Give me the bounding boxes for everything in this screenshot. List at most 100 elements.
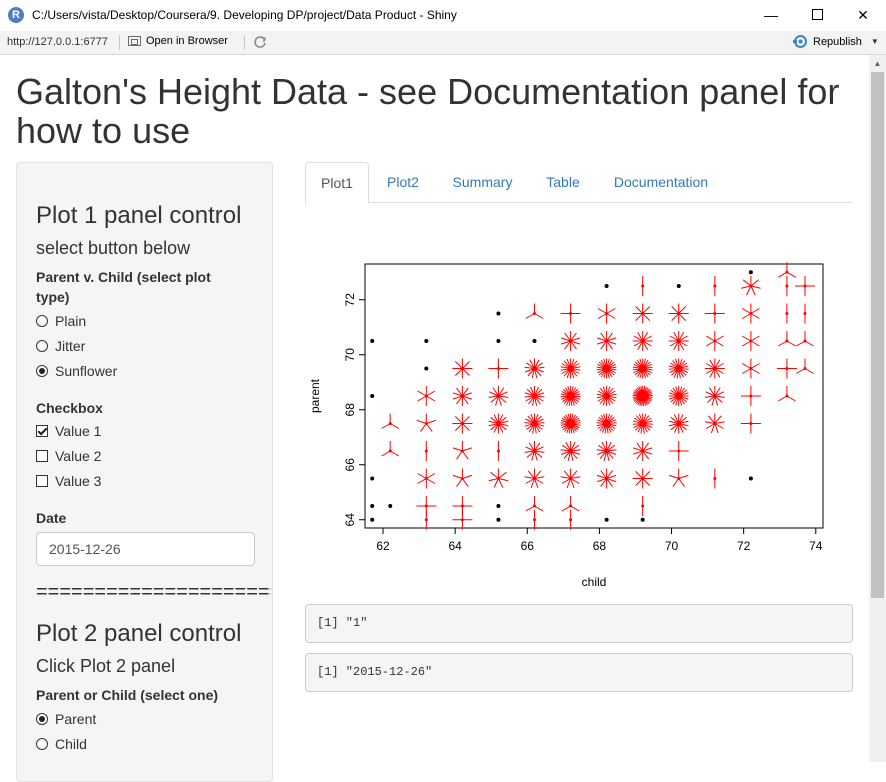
radio-jitter[interactable]: Jitter bbox=[36, 338, 85, 354]
sunflower-center bbox=[641, 477, 645, 480]
sunflower-center bbox=[424, 394, 428, 398]
y-tick-label: 66 bbox=[343, 458, 357, 472]
scrollbar-thumb[interactable] bbox=[871, 72, 884, 598]
sunflower-petals bbox=[488, 468, 509, 488]
open-in-browser-button[interactable]: Open in Browser bbox=[128, 35, 228, 47]
parent-child-label: Parent or Child (select one) bbox=[36, 687, 219, 703]
sunflower-center bbox=[785, 367, 789, 370]
sunflower-point bbox=[560, 468, 581, 489]
vertical-scrollbar[interactable]: ▲ bbox=[869, 55, 886, 762]
scroll-up-arrow-icon[interactable]: ▲ bbox=[873, 59, 882, 68]
sunflower-petals bbox=[668, 331, 689, 351]
checkbox-value-1[interactable]: Value 1 bbox=[36, 423, 101, 439]
sidebar-panel: Plot 1 panel control select button below… bbox=[16, 162, 273, 782]
maximize-button[interactable] bbox=[794, 0, 840, 31]
sunflower-petals bbox=[704, 413, 725, 434]
sunflower-point bbox=[740, 386, 761, 406]
minimize-button[interactable]: — bbox=[764, 7, 778, 23]
checkbox-box[interactable] bbox=[36, 475, 48, 487]
sunflower-point bbox=[632, 358, 653, 379]
radio-plain[interactable]: Plain bbox=[36, 313, 86, 329]
sunflower-center bbox=[532, 477, 536, 480]
sunflower-center bbox=[641, 339, 645, 343]
sunflower-petals bbox=[452, 441, 473, 460]
checkbox-value-2[interactable]: Value 2 bbox=[36, 448, 101, 464]
radio-circle[interactable] bbox=[36, 738, 48, 750]
sunflower-petals bbox=[740, 386, 761, 406]
radio-circle-selected[interactable] bbox=[36, 365, 48, 377]
tab-summary[interactable]: Summary bbox=[452, 174, 513, 190]
radio-parent[interactable]: Parent bbox=[36, 711, 96, 727]
date-input[interactable]: 2015-12-26 bbox=[36, 532, 255, 566]
sunflower-plot-svg: 62 64 66 68 70 72 74 64 66 68 70 72 child parent bbox=[308, 262, 824, 589]
sunflower-point bbox=[704, 358, 725, 379]
radio-child[interactable]: Child bbox=[36, 736, 87, 752]
sunflower-center bbox=[424, 504, 428, 508]
maximize-icon bbox=[811, 9, 823, 21]
sunflower-point bbox=[632, 413, 653, 434]
tab-documentation[interactable]: Documentation bbox=[613, 174, 709, 190]
r-app-icon: R bbox=[8, 7, 24, 23]
sunflower-petals bbox=[741, 331, 760, 351]
y-axis-label: parent bbox=[308, 378, 322, 413]
sunflower-center bbox=[496, 449, 500, 453]
sunflower-petals bbox=[596, 468, 617, 489]
chevron-down-icon[interactable]: ▼ bbox=[870, 37, 879, 46]
tab-plot1[interactable]: Plot1 bbox=[305, 162, 369, 204]
radio-sunflower[interactable]: Sunflower bbox=[36, 363, 117, 379]
sunflower-point bbox=[668, 441, 689, 461]
page-title: Galton's Height Data - see Documentation… bbox=[16, 71, 840, 151]
sunflower-petals bbox=[778, 262, 796, 278]
sunflower-center bbox=[785, 394, 789, 398]
republish-label: Republish bbox=[813, 35, 862, 48]
sunflower-petals bbox=[669, 468, 689, 487]
sunflower-point bbox=[713, 468, 717, 489]
sunflower-center bbox=[569, 394, 573, 398]
checkbox-value-3[interactable]: Value 3 bbox=[36, 473, 101, 489]
sunflower-center bbox=[460, 504, 464, 508]
sunflower-petals bbox=[596, 386, 617, 406]
sunflower-center bbox=[641, 449, 645, 453]
tab-table[interactable]: Table bbox=[546, 174, 580, 190]
sunflower-petals bbox=[632, 386, 653, 407]
url-display: http://127.0.0.1:6777 bbox=[7, 36, 108, 48]
date-label: Date bbox=[36, 510, 67, 526]
sunflower-center bbox=[713, 312, 717, 315]
data-point bbox=[676, 284, 681, 288]
sunflower-center bbox=[532, 312, 536, 315]
close-button[interactable]: ✕ bbox=[857, 7, 869, 23]
radio-circle[interactable] bbox=[36, 315, 48, 327]
sunflower-center bbox=[496, 477, 500, 480]
checkbox-box[interactable] bbox=[36, 450, 48, 462]
sunflower-petals bbox=[560, 468, 581, 489]
refresh-icon[interactable] bbox=[253, 35, 267, 49]
sunflower-center bbox=[460, 367, 464, 370]
sunflower-center bbox=[532, 518, 536, 522]
sunflower-petals bbox=[704, 358, 725, 379]
sunflower-point bbox=[488, 358, 509, 379]
sunflower-center bbox=[496, 394, 500, 398]
sunflower-point bbox=[452, 468, 473, 487]
tab-plot2[interactable]: Plot2 bbox=[387, 174, 419, 190]
browser-window-icon bbox=[128, 36, 141, 46]
publish-icon bbox=[793, 35, 807, 48]
checkbox-box-checked[interactable] bbox=[36, 425, 48, 437]
data-point bbox=[370, 517, 375, 522]
radio-circle[interactable] bbox=[36, 340, 48, 352]
radio-circle-selected[interactable] bbox=[36, 713, 48, 725]
republish-button[interactable]: Republish ▼ bbox=[793, 35, 879, 48]
sunflower-center bbox=[641, 394, 645, 398]
sunflower-center bbox=[713, 367, 717, 370]
sunflower-petals bbox=[524, 441, 545, 461]
x-tick-label: 66 bbox=[521, 539, 535, 553]
sunflower-petals bbox=[740, 276, 761, 296]
sunflower-point bbox=[704, 303, 725, 324]
sunflower-point bbox=[560, 441, 581, 461]
sunflower-center bbox=[713, 284, 717, 288]
sunflower-petals bbox=[560, 358, 581, 379]
sunflower-point bbox=[417, 386, 436, 406]
sunflower-center bbox=[749, 422, 753, 425]
sunflower-point bbox=[713, 276, 717, 296]
sunflower-petals bbox=[525, 303, 544, 319]
sunflower-point bbox=[641, 496, 645, 516]
